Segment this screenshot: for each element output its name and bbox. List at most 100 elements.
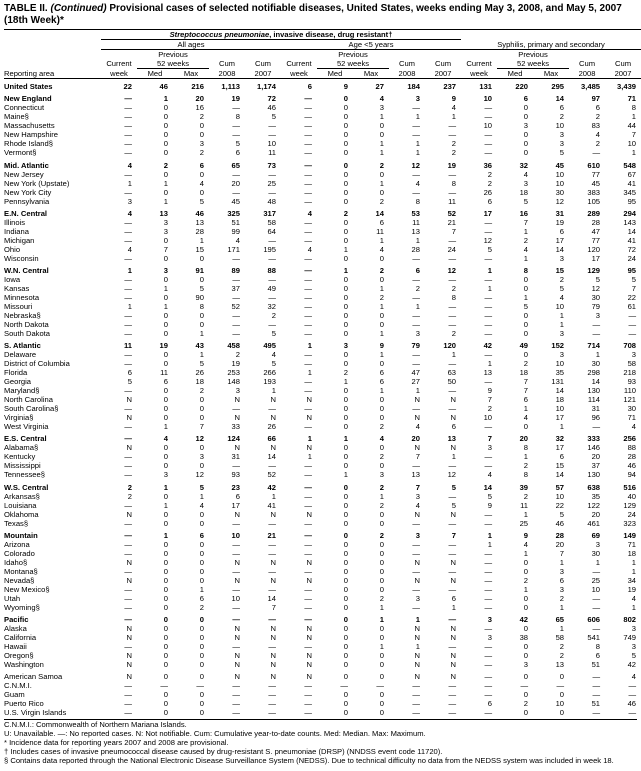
cell-value: —	[484, 148, 493, 158]
cell-value: —	[484, 350, 493, 360]
cell-value: 0	[343, 566, 348, 576]
cell-value: —	[448, 130, 457, 140]
cell-value: 2	[559, 641, 565, 651]
cell-value: 45	[555, 160, 565, 170]
cell-value: 0	[343, 359, 348, 369]
cell-value: 14	[375, 208, 384, 218]
cell-value: —	[304, 217, 312, 227]
cell-value: 2	[379, 593, 384, 603]
cell-value: N	[450, 395, 457, 405]
cell-value: —	[304, 593, 312, 603]
cell-value: —	[304, 160, 312, 170]
cell-value: —	[268, 404, 276, 414]
cell-value: —	[124, 283, 132, 293]
cell-value: 0	[379, 566, 384, 576]
cell-value: 4	[487, 470, 493, 480]
cell-value: 38	[519, 632, 529, 642]
cell-value: 11	[448, 196, 457, 206]
cell-value: 0	[523, 283, 529, 293]
cell-value: 72	[627, 244, 637, 254]
cell-value: 4	[307, 208, 312, 218]
cell-value: 218	[623, 368, 637, 378]
cell-value: 14	[555, 386, 565, 396]
column-header: Previous	[338, 50, 368, 59]
data-row: Kansas —1 5 37 49—0 1 2 2 1 0 5 12 7	[4, 284, 641, 293]
cell-value: —	[304, 94, 312, 104]
cell-value: 69	[591, 530, 601, 540]
cell-value: 0	[199, 708, 204, 718]
data-row: Rhode Island§ — 0 3 5 10 — 0 1 1 2 — 0 3 2 10	[4, 139, 641, 148]
cell-value: —	[232, 539, 240, 549]
area-name: Hawaii	[4, 641, 27, 651]
column-header	[4, 40, 101, 50]
cell-value: 2	[199, 386, 204, 396]
cell-value: 129	[587, 265, 601, 275]
cell-value: 0	[163, 121, 168, 131]
area-name: American Samoa	[4, 672, 63, 682]
cell-value: 0	[163, 112, 168, 122]
cell-value: 105	[587, 196, 601, 206]
region-row: Mountain — 1 6 10 21 — 0 2 3 7 1 9 28 69 149	[4, 528, 641, 540]
cell-value: —	[124, 422, 132, 432]
cell-value: 0	[199, 539, 204, 549]
cell-value: 2	[379, 500, 384, 510]
cell-value: 1	[163, 530, 168, 540]
cell-value: 20	[555, 539, 565, 549]
data-row: Maryland§ — 0 2 3 1 — 0 1 1 — 9 7 14 130 110	[4, 386, 641, 395]
cell-value: N	[234, 557, 240, 567]
cell-value: 1,113	[221, 82, 240, 92]
cell-value: 130	[587, 386, 601, 396]
cell-value: 18	[555, 395, 565, 405]
cell-value: 333	[587, 434, 601, 444]
cell-value: N	[306, 575, 312, 585]
cell-value: 2	[487, 404, 493, 414]
cell-value: 5	[199, 283, 204, 293]
area-name: Ohio	[4, 244, 21, 254]
cell-value: 146	[587, 443, 601, 453]
cell-value: 6	[307, 82, 312, 92]
cell-value: 0	[379, 359, 384, 369]
cell-value: —	[412, 461, 420, 471]
cell-value: —	[484, 452, 493, 462]
data-row: Montana§ — 0 0 — — — 0 0 — — — 0 3 — 1	[4, 567, 641, 576]
disease-description: , invasive disease, drug resistant†	[269, 30, 393, 40]
cell-value: 1	[451, 452, 457, 462]
data-row: Alabama§ N 0 0 N N N 0 0 N N 3 8 17 146 88	[4, 443, 641, 452]
cell-value: —	[124, 602, 132, 612]
cell-value: 4	[307, 244, 312, 254]
cell-value: —	[484, 301, 493, 311]
cell-value: 19	[231, 94, 240, 104]
cell-value: 0	[379, 672, 384, 682]
column-header	[4, 29, 101, 40]
cell-value: 1	[631, 148, 637, 158]
cell-value: 1	[559, 602, 565, 612]
cell-value: 5	[271, 112, 276, 122]
cell-value: —	[448, 274, 457, 284]
cell-value: —	[232, 548, 240, 558]
cell-value: 0	[343, 575, 348, 585]
cell-value: 10	[555, 121, 565, 131]
cell-value: —	[304, 130, 312, 140]
cell-value: —	[412, 584, 420, 594]
cell-value: 0	[343, 632, 348, 642]
cell-value: 1	[163, 178, 168, 188]
cell-value: —	[304, 377, 312, 387]
cell-value: —	[268, 319, 276, 329]
cell-value: 26	[483, 187, 493, 197]
cell-value: 0	[343, 491, 348, 501]
cell-value: 195	[263, 244, 276, 254]
cell-value: 3	[415, 593, 420, 603]
cell-value: —	[124, 690, 132, 700]
column-header: week	[461, 68, 498, 79]
cell-value: N	[414, 395, 420, 405]
cell-value: —	[124, 217, 132, 227]
group-header: Syphilis, primary and secondary	[461, 39, 641, 50]
cell-value: 0	[199, 672, 204, 682]
cell-value: N	[450, 623, 457, 633]
cell-value: 7	[523, 386, 529, 396]
cell-value: —	[412, 359, 420, 369]
cell-value: N	[414, 650, 420, 660]
cell-value: 6	[559, 452, 565, 462]
cell-value: N	[450, 659, 457, 669]
